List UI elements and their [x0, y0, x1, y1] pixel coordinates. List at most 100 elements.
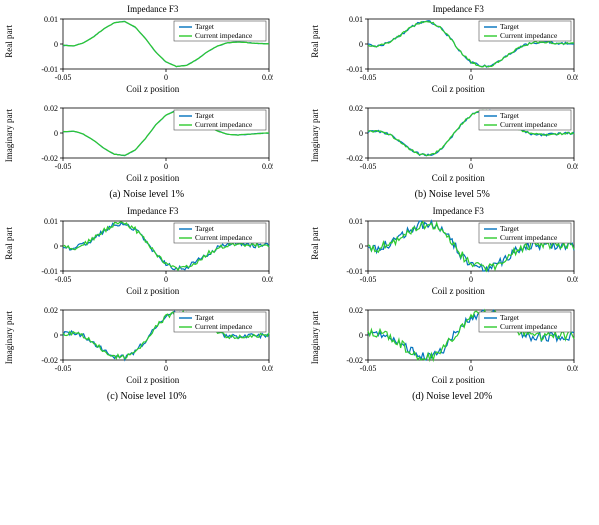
- svg-text:Current impedance: Current impedance: [195, 233, 253, 242]
- svg-text:-0.05: -0.05: [54, 73, 71, 82]
- svg-text:Target: Target: [500, 313, 520, 322]
- svg-text:0: 0: [359, 40, 363, 49]
- svg-text:0.05: 0.05: [567, 73, 578, 82]
- svg-text:Target: Target: [195, 224, 215, 233]
- plot-c-imag: -0.0500.05-0.0200.02TargetCurrent impeda…: [33, 306, 273, 374]
- svg-text:0: 0: [164, 364, 168, 373]
- svg-text:Target: Target: [500, 22, 520, 31]
- svg-text:Target: Target: [195, 111, 215, 120]
- svg-text:0: 0: [359, 129, 363, 138]
- svg-text:0.01: 0.01: [349, 217, 363, 226]
- svg-text:Current impedance: Current impedance: [500, 233, 558, 242]
- panel-title: Impedance F3: [433, 4, 484, 15]
- subfig-b-imag-panel: Imaginary part -0.05 0 0.05 -0.02 0 0.02 Targe…: [310, 104, 596, 183]
- plot-a-real: -0.0500.05-0.0100.01TargetCurrent impeda…: [33, 15, 273, 83]
- svg-text:0.05: 0.05: [262, 73, 273, 82]
- subfig-c-real-panel: Real part Impedance F3 -0.0500.05-0.0100…: [4, 206, 290, 296]
- caption-b: (b) Noise level 5%: [415, 189, 490, 200]
- svg-text:0: 0: [54, 40, 58, 49]
- subfig-b: Real part Impedance F3 -0.05 0 0.05 -0.01 0 0…: [310, 4, 596, 200]
- caption-c: (c) Noise level 10%: [107, 391, 187, 402]
- svg-text:0: 0: [164, 73, 168, 82]
- subfig-b-real-panel: Real part Impedance F3 -0.05 0 0.05 -0.01 0 0…: [310, 4, 596, 94]
- svg-text:0: 0: [359, 242, 363, 251]
- svg-text:0.02: 0.02: [349, 306, 363, 315]
- panel-title: Impedance F3: [433, 206, 484, 217]
- svg-text:0: 0: [164, 162, 168, 171]
- svg-text:Current impedance: Current impedance: [500, 322, 558, 331]
- plot-b-real: -0.05 0 0.05 -0.01 0 0.01 TargetCurrent impeda…: [338, 15, 578, 83]
- xlabel: Coil z position: [126, 173, 179, 183]
- svg-text:0.05: 0.05: [567, 162, 578, 171]
- svg-text:0.01: 0.01: [349, 15, 363, 24]
- subfig-a: Real part Impedance F3 -0.05 0 0.05 -0.01 0 0…: [4, 4, 290, 200]
- svg-text:0: 0: [469, 73, 473, 82]
- svg-text:0.05: 0.05: [567, 275, 578, 284]
- svg-text:0.05: 0.05: [262, 162, 273, 171]
- subfig-a-real-panel: Real part Impedance F3 -0.05 0 0.05 -0.01 0 0…: [4, 4, 290, 94]
- svg-text:0.05: 0.05: [567, 364, 578, 373]
- subfig-d: Real part Impedance F3 -0.05 0 0.05 -0.01 0 0…: [310, 206, 596, 402]
- ylabel-real: Real part: [4, 227, 16, 260]
- svg-text:-0.01: -0.01: [347, 65, 364, 74]
- svg-text:0: 0: [469, 275, 473, 284]
- figure-grid: Real part Impedance F3 -0.05 0 0.05 -0.01 0 0…: [4, 4, 595, 402]
- ylabel-imag: Imaginary part: [310, 311, 322, 364]
- svg-text:Current impedance: Current impedance: [195, 31, 253, 40]
- plot-d-imag: -0.0500.05-0.0200.02TargetCurrent impeda…: [338, 306, 578, 374]
- ylabel-real: Real part: [310, 25, 322, 58]
- subfig-a-imag-panel: Imaginary part -0.05 0 0.05 -0.02 0 0.02 Targe…: [4, 104, 290, 183]
- xlabel: Coil z position: [432, 173, 485, 183]
- caption-a: (a) Noise level 1%: [109, 189, 184, 200]
- svg-text:-0.02: -0.02: [41, 154, 58, 163]
- plot-a-imag: -0.05 0 0.05 -0.02 0 0.02 TargetCurrent impeda…: [33, 104, 273, 172]
- svg-text:Current impedance: Current impedance: [500, 31, 558, 40]
- subfig-c-imag-panel: Imaginary part -0.05 0 0.05 -0.02 0 0.02 Targe…: [4, 306, 290, 385]
- svg-text:0.05: 0.05: [262, 364, 273, 373]
- svg-text:-0.01: -0.01: [41, 65, 58, 74]
- svg-text:Current impedance: Current impedance: [500, 120, 558, 129]
- svg-text:-0.05: -0.05: [360, 275, 377, 284]
- svg-text:0.05: 0.05: [262, 275, 273, 284]
- ylabel-imag: Imaginary part: [310, 109, 322, 162]
- ylabel-real: Real part: [4, 25, 16, 58]
- svg-text:0: 0: [164, 275, 168, 284]
- svg-text:-0.05: -0.05: [360, 162, 377, 171]
- ylabel-imag: Imaginary part: [4, 311, 16, 364]
- svg-text:-0.02: -0.02: [41, 356, 58, 365]
- svg-text:0: 0: [469, 364, 473, 373]
- caption-d: (d) Noise level 20%: [412, 391, 492, 402]
- xlabel: Coil z position: [126, 375, 179, 385]
- svg-text:0.01: 0.01: [44, 15, 58, 24]
- xlabel: Coil z position: [432, 375, 485, 385]
- subfig-d-real-panel: Real part Impedance F3 -0.05 0 0.05 -0.01 0 0…: [310, 206, 596, 296]
- svg-text:-0.05: -0.05: [360, 73, 377, 82]
- svg-text:Target: Target: [500, 111, 520, 120]
- svg-text:0: 0: [469, 162, 473, 171]
- panel-title: Impedance F3: [127, 206, 178, 217]
- panel-title: Impedance F3: [127, 4, 178, 15]
- svg-text:-0.02: -0.02: [347, 154, 364, 163]
- ylabel-imag: Imaginary part: [4, 109, 16, 162]
- svg-text:Target: Target: [500, 224, 520, 233]
- plot-b-imag: -0.05 0 0.05 -0.02 0 0.02 TargetCurrent impeda…: [338, 104, 578, 172]
- svg-text:0: 0: [359, 331, 363, 340]
- svg-text:0.02: 0.02: [349, 104, 363, 113]
- svg-text:-0.05: -0.05: [54, 364, 71, 373]
- plot-c-real: -0.0500.05-0.0100.01TargetCurrent impeda…: [33, 217, 273, 285]
- subfig-c: Real part Impedance F3 -0.05 0 0.05 -0.01 0 0…: [4, 206, 290, 402]
- svg-text:-0.01: -0.01: [347, 267, 364, 276]
- xlabel: Coil z position: [432, 84, 485, 94]
- ylabel-real: Real part: [310, 227, 322, 260]
- subfig-d-imag-panel: Imaginary part -0.0500.05-0.0200.02Targe…: [310, 306, 596, 385]
- svg-text:-0.01: -0.01: [41, 267, 58, 276]
- svg-text:0.02: 0.02: [44, 104, 58, 113]
- svg-text:0: 0: [54, 129, 58, 138]
- xlabel: Coil z position: [126, 84, 179, 94]
- svg-text:Current impedance: Current impedance: [195, 120, 253, 129]
- svg-text:0: 0: [54, 331, 58, 340]
- plot-d-real: -0.05 0 0.05 -0.01 0 0.01 TargetCurrent impeda…: [338, 217, 578, 285]
- svg-text:-0.05: -0.05: [54, 162, 71, 171]
- svg-text:Target: Target: [195, 313, 215, 322]
- svg-text:0.02: 0.02: [44, 306, 58, 315]
